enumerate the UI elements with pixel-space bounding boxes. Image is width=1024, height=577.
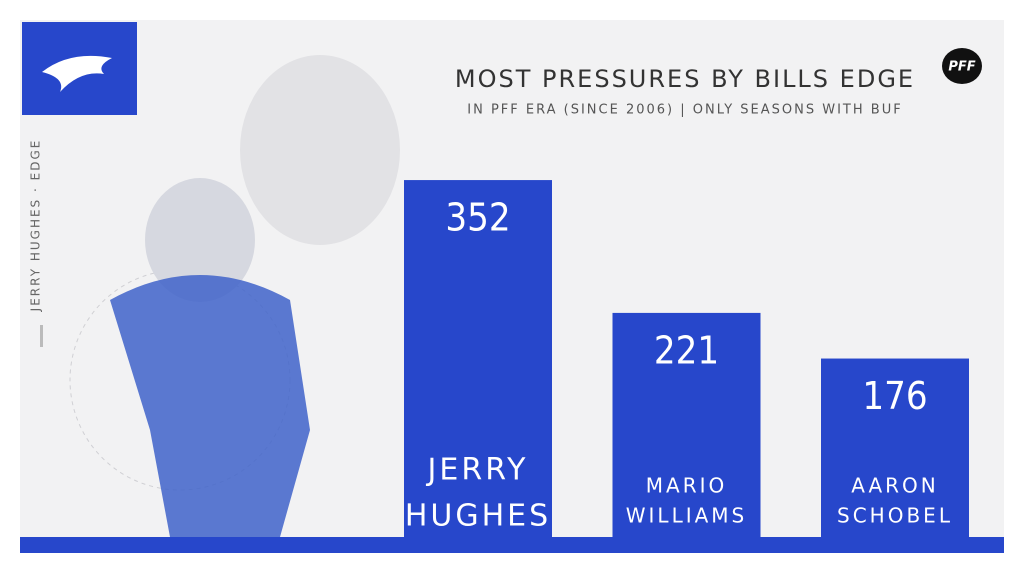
player-helmet [145, 178, 255, 302]
side-rule [40, 325, 43, 347]
chart-subtitle: IN PFF ERA (SINCE 2006) | ONLY SEASONS W… [467, 103, 902, 118]
category-label: HUGHES [405, 499, 551, 534]
value-label: 221 [654, 328, 719, 372]
chart-title: MOST PRESSURES BY BILLS EDGE [455, 65, 915, 93]
brand-badge [942, 48, 982, 84]
value-label: 176 [862, 374, 927, 418]
player-ghost [240, 55, 400, 245]
bar [821, 358, 969, 537]
side-label: JERRY HUGHES · EDGE [29, 139, 43, 313]
category-label: AARON [851, 474, 939, 498]
category-label: WILLIAMS [626, 504, 748, 528]
player-body [110, 275, 310, 537]
logo-shape [42, 55, 112, 92]
brand: PFF [948, 60, 975, 75]
baseline-strip [20, 537, 1004, 553]
category-label: SCHOBEL [837, 504, 953, 528]
category-label: JERRY [426, 453, 529, 488]
category-label: MARIO [646, 474, 727, 498]
value-label: 352 [445, 196, 510, 240]
bar [404, 180, 552, 537]
bar [612, 312, 761, 537]
